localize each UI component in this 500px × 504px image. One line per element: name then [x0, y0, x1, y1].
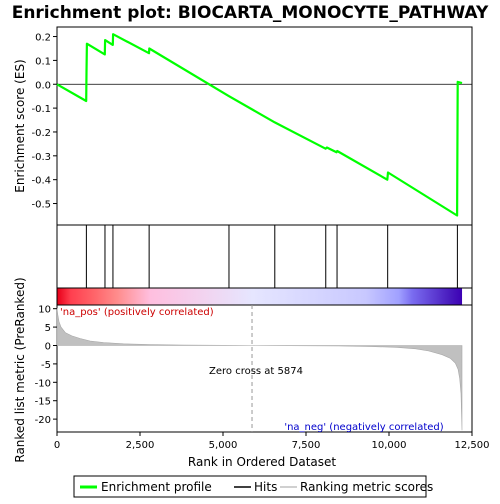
metric-y-tick-label: -15 [35, 397, 51, 408]
x-tick-label: 5,000 [209, 440, 238, 451]
es-panel: 0.2 0.1 0.0 -0.1 -0.2 -0.3 -0.4 -0.5 Enrichment… [13, 26, 473, 226]
metric-y-tick-label: -5 [41, 360, 51, 371]
legend-label-hits: Hits [254, 480, 277, 494]
metric-y-tick-label: 10 [38, 305, 51, 316]
hit-lines [85, 225, 458, 288]
x-tick-label: 0 [54, 440, 60, 451]
es-panel-frame [56, 26, 473, 226]
es-y-tick-label: 0.0 [35, 80, 51, 91]
x-tick-label: 10,000 [372, 440, 407, 451]
chart-title: Enrichment plot: BIOCARTA_MONOCYTE_PATHW… [12, 3, 489, 23]
metric-y-tick-label: -10 [35, 378, 51, 389]
metric-panel: 10 5 0 -5 -10 -15 -20 'na_pos' (positively cor… [13, 277, 473, 463]
es-y-axis: 0.2 0.1 0.0 -0.1 -0.2 -0.3 -0.4 -0.5 [31, 33, 57, 211]
metric-y-tick-label: 5 [45, 323, 51, 334]
x-axis-label: Rank in Ordered Dataset [188, 455, 336, 469]
color-bar-fill [57, 288, 463, 305]
es-y-axis-label: Enrichment score (ES) [13, 59, 27, 192]
metric-y-tick-label: 0 [45, 341, 51, 352]
x-tick-label: 2,500 [126, 440, 155, 451]
na-neg-annotation: 'na_neg' (negatively correlated) [284, 422, 443, 433]
hits-panel [56, 224, 473, 289]
es-y-tick-label: -0.2 [31, 128, 51, 139]
es-y-tick-label: -0.3 [31, 152, 51, 163]
x-tick-label: 12,500 [455, 440, 490, 451]
ranking-metric-area [56, 307, 463, 431]
es-y-tick-label: -0.4 [31, 176, 51, 187]
enrichment-profile-line [56, 33, 463, 217]
es-y-tick-label: -0.5 [31, 200, 51, 211]
es-y-tick-label: -0.1 [31, 104, 51, 115]
es-y-tick-label: 0.2 [35, 33, 51, 44]
legend-label-ranking-metric: Ranking metric scores [300, 480, 433, 494]
metric-y-tick-label: -20 [35, 415, 51, 426]
es-y-tick-label: 0.1 [35, 56, 51, 67]
legend: Enrichment profile Hits Ranking metric s… [73, 475, 433, 498]
x-tick-label: 7,500 [292, 440, 321, 451]
x-axis: 0 2,500 5,000 7,500 10,000 12,500 [54, 432, 490, 451]
hits-panel-frame [56, 224, 473, 289]
metric-y-axis-label: Ranked list metric (PreRanked) [13, 277, 27, 462]
metric-y-axis: 10 5 0 -5 -10 -15 -20 [35, 305, 57, 426]
na-pos-annotation: 'na_pos' (positively correlated) [60, 307, 214, 318]
rank-color-bar [56, 287, 473, 306]
metric-panel-frame [56, 304, 473, 433]
legend-label-enrichment-profile: Enrichment profile [101, 480, 212, 494]
zero-cross-annotation: Zero cross at 5874 [209, 366, 303, 377]
